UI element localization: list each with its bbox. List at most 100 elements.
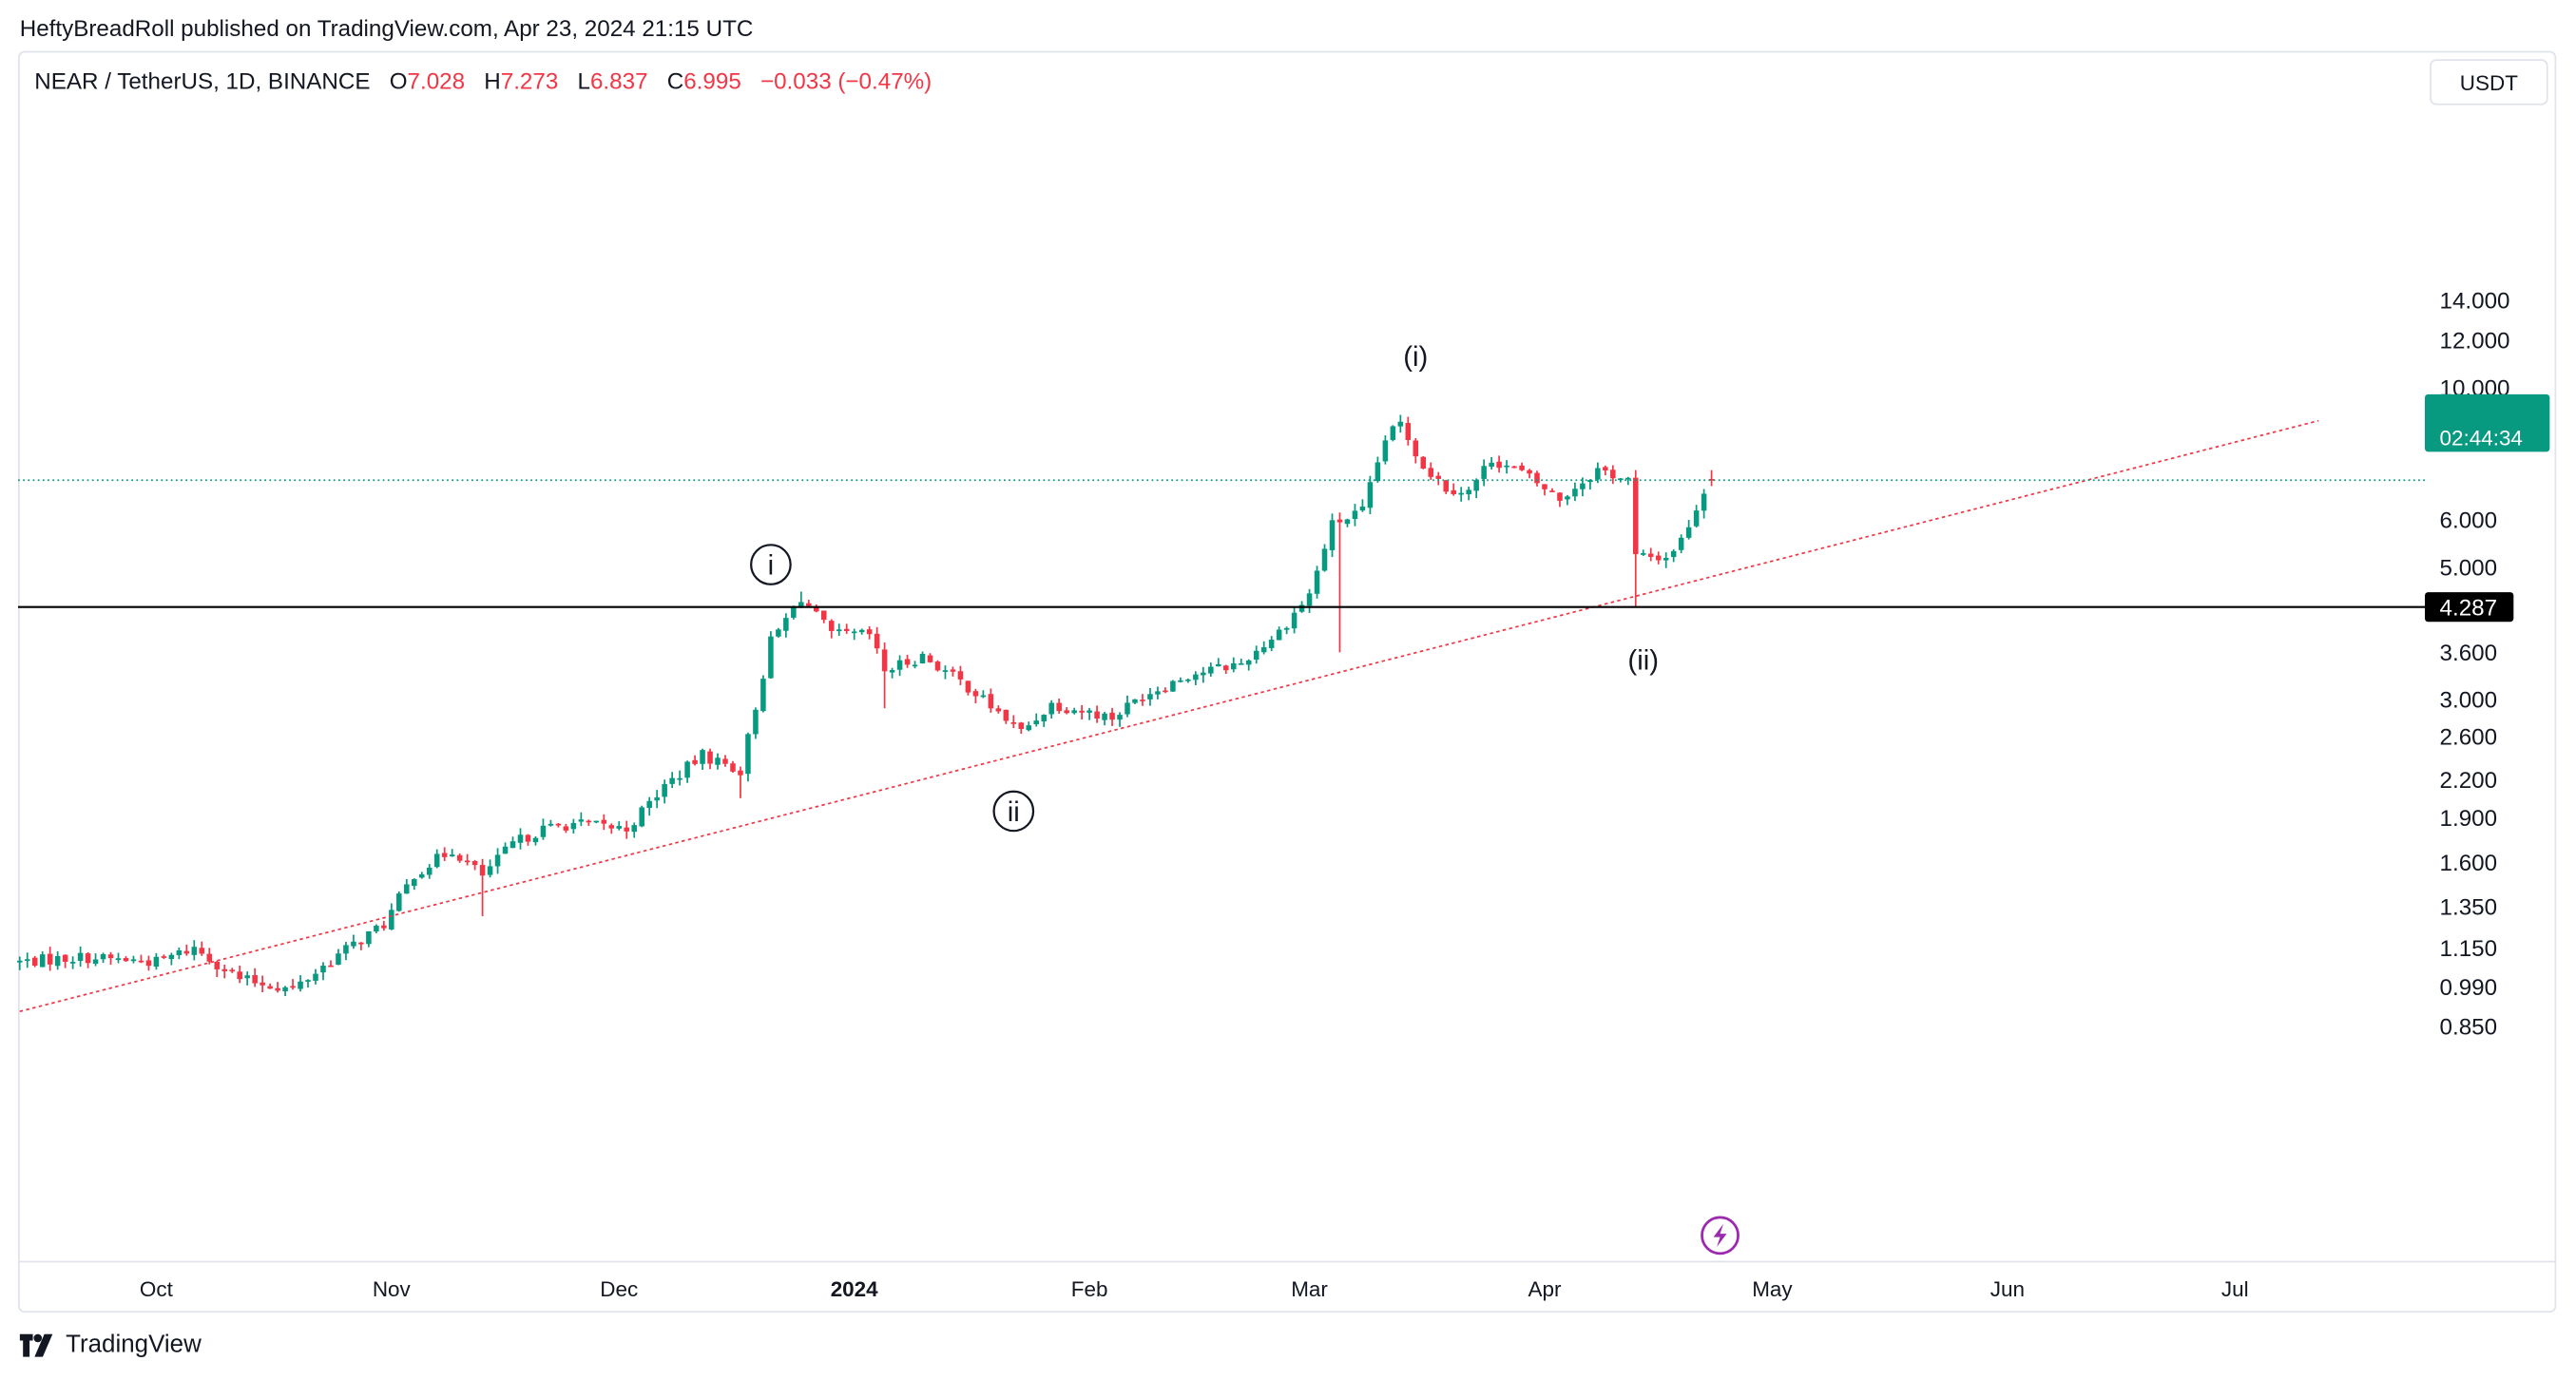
candle-body[interactable] <box>1079 710 1085 713</box>
candle-body[interactable] <box>791 606 797 618</box>
candle-body[interactable] <box>1542 484 1548 489</box>
candle-body[interactable] <box>494 854 501 867</box>
candle-body[interactable] <box>957 671 964 680</box>
candle-body[interactable] <box>1201 672 1206 676</box>
candle-body[interactable] <box>404 884 410 894</box>
candle-body[interactable] <box>896 660 903 670</box>
candle-body[interactable] <box>1382 440 1389 462</box>
candle-body[interactable] <box>1527 470 1532 474</box>
candle-body[interactable] <box>1708 478 1715 481</box>
currency-button[interactable]: USDT <box>2430 59 2548 105</box>
candle-body[interactable] <box>275 987 280 991</box>
candle-body[interactable] <box>700 750 705 764</box>
candle-body[interactable] <box>1481 466 1487 479</box>
candle-body[interactable] <box>1245 660 1252 665</box>
candle-body[interactable] <box>115 958 122 961</box>
candle-body[interactable] <box>707 751 713 764</box>
candle-body[interactable] <box>768 636 774 679</box>
candle-body[interactable] <box>412 879 417 887</box>
candle-body[interactable] <box>396 893 402 911</box>
candle-body[interactable] <box>1663 558 1669 561</box>
candle-body[interactable] <box>525 834 531 842</box>
candle-body[interactable] <box>624 827 630 832</box>
candle-body[interactable] <box>1580 483 1586 489</box>
candle-body[interactable] <box>578 819 585 822</box>
candle-body[interactable] <box>1458 492 1464 495</box>
candle-body[interactable] <box>912 664 918 667</box>
candle-body[interactable] <box>1048 702 1054 715</box>
candle-body[interactable] <box>1223 665 1229 671</box>
candle-body[interactable] <box>1489 462 1494 467</box>
candle-body[interactable] <box>85 953 91 964</box>
candle-body[interactable] <box>692 759 698 764</box>
candle-body[interactable] <box>1193 674 1199 680</box>
candle-body[interactable] <box>874 633 880 649</box>
candle-body[interactable] <box>677 777 682 780</box>
candle-body[interactable] <box>31 957 38 967</box>
candle-body[interactable] <box>1071 710 1077 714</box>
candle-body[interactable] <box>1451 489 1456 494</box>
candle-body[interactable] <box>479 865 486 876</box>
candle-body[interactable] <box>456 854 463 861</box>
candle-body[interactable] <box>950 669 956 672</box>
candle-body[interactable] <box>191 947 198 955</box>
candle-body[interactable] <box>1147 694 1153 700</box>
candle-body[interactable] <box>1117 715 1123 720</box>
candle-body[interactable] <box>1298 604 1305 612</box>
candle-body[interactable] <box>1352 510 1358 519</box>
candle-body[interactable] <box>153 956 160 968</box>
candle-body[interactable] <box>168 954 175 960</box>
candle-body[interactable] <box>972 691 979 697</box>
candle-body[interactable] <box>244 975 250 979</box>
candle-body[interactable] <box>1094 711 1100 719</box>
candle-body[interactable] <box>858 629 865 633</box>
candle-body[interactable] <box>1125 702 1130 715</box>
candle-body[interactable] <box>1390 426 1396 440</box>
candle-body[interactable] <box>669 777 675 784</box>
candle-body[interactable] <box>1511 466 1517 469</box>
candle-body[interactable] <box>1618 478 1624 481</box>
candle-body[interactable] <box>881 649 888 672</box>
candle-body[interactable] <box>745 734 751 775</box>
candle-body[interactable] <box>593 820 600 823</box>
candle-body[interactable] <box>441 853 448 857</box>
candle-body[interactable] <box>760 679 766 712</box>
candle-body[interactable] <box>843 628 850 631</box>
candle-body[interactable] <box>107 954 114 959</box>
candle-body[interactable] <box>1678 537 1684 550</box>
candle-body[interactable] <box>1670 550 1677 558</box>
candle-body[interactable] <box>1572 489 1578 497</box>
candle-body[interactable] <box>1003 709 1009 721</box>
candle-body[interactable] <box>298 981 303 989</box>
candle-body[interactable] <box>722 758 728 764</box>
candle-body[interactable] <box>798 602 804 608</box>
candle-body[interactable] <box>1253 650 1259 661</box>
candle-body[interactable] <box>145 960 152 967</box>
candle-body[interactable] <box>927 655 933 662</box>
candle-body[interactable] <box>305 980 311 982</box>
candle-body[interactable] <box>1435 475 1442 479</box>
candle-body[interactable] <box>1336 519 1343 523</box>
candle-body[interactable] <box>540 825 547 837</box>
candle-body[interactable] <box>237 971 242 980</box>
candle-body[interactable] <box>374 926 379 932</box>
candle-body[interactable] <box>608 825 615 829</box>
candle-body[interactable] <box>92 959 99 964</box>
candle-body[interactable] <box>934 661 941 671</box>
candle-body[interactable] <box>1329 520 1336 550</box>
candle-body[interactable] <box>1018 722 1025 730</box>
candle-body[interactable] <box>1170 680 1176 692</box>
candle-body[interactable] <box>1565 496 1570 500</box>
candle-body[interactable] <box>1693 510 1700 527</box>
candle-body[interactable] <box>77 952 84 962</box>
candle-body[interactable] <box>654 797 660 801</box>
candle-body[interactable] <box>980 695 987 698</box>
candle-body[interactable] <box>389 910 394 930</box>
candle-body[interactable] <box>351 941 356 947</box>
candle-body[interactable] <box>517 834 524 843</box>
candle-body[interactable] <box>919 653 926 664</box>
candle-body[interactable] <box>586 820 592 823</box>
candle-body[interactable] <box>570 822 577 830</box>
candle-body[interactable] <box>290 986 296 988</box>
candle-body[interactable] <box>1587 480 1593 483</box>
